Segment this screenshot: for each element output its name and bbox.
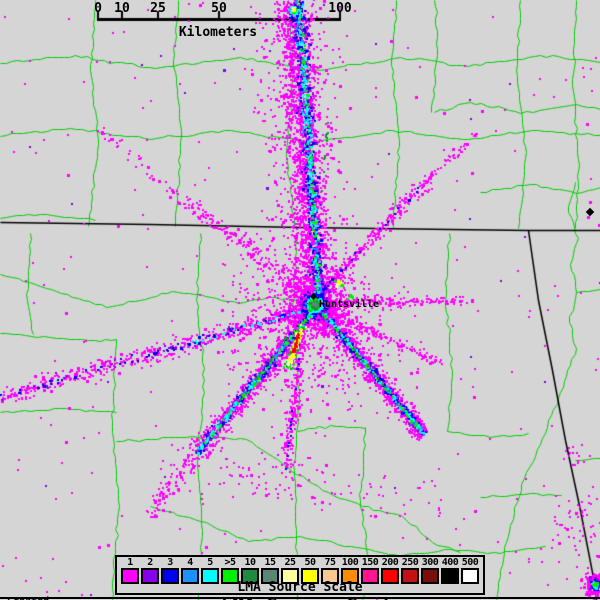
- legend-entry-label: 15: [264, 557, 276, 568]
- bottom-frame-line: [0, 597, 600, 599]
- legend-entry-label: 3: [167, 557, 173, 568]
- legend-entry: >5: [220, 557, 240, 584]
- clipped-bottom-legend-text: LMA Source Scale: [221, 595, 404, 600]
- legend-entry-label: 400: [441, 557, 459, 568]
- legend-entry-label: 250: [401, 557, 419, 568]
- legend-entry: 75: [320, 557, 340, 584]
- legend-color-swatch: [401, 568, 419, 584]
- legend-entry-label: 25: [284, 557, 296, 568]
- legend-entry-label: 150: [361, 557, 379, 568]
- city-label: Huntsville: [319, 299, 380, 310]
- legend-entry-label: 50: [304, 557, 316, 568]
- legend-color-swatch: [181, 568, 199, 584]
- legend-entry: 1: [120, 557, 140, 584]
- legend-entry-label: >5: [224, 557, 236, 568]
- legend-entry: 4: [180, 557, 200, 584]
- legend-color-swatch: [141, 568, 159, 584]
- legend-entry: 400: [440, 557, 460, 584]
- legend-entry-label: 200: [381, 557, 399, 568]
- legend-entry: 5: [200, 557, 220, 584]
- legend-color-swatch: [161, 568, 179, 584]
- legend-entry: 25: [280, 557, 300, 584]
- legend-entry-label: 10: [244, 557, 256, 568]
- legend-entry: 3: [160, 557, 180, 584]
- legend-color-swatch: [461, 568, 479, 584]
- legend-color-swatch: [361, 568, 379, 584]
- legend-color-swatch: [381, 568, 399, 584]
- legend-entry-label: 300: [421, 557, 439, 568]
- lma-source-scale-legend: 1 2 3 4 5 >5 10 15 25 50 75 100 150 200 250 300 400 500 L…: [115, 555, 485, 595]
- legend-entry-label: 4: [187, 557, 193, 568]
- legend-color-swatch: [201, 568, 219, 584]
- legend-color-swatch: [441, 568, 459, 584]
- legend-color-swatch: [261, 568, 279, 584]
- legend-color-swatch: [321, 568, 339, 584]
- legend-entry: 200: [380, 557, 400, 584]
- legend-entry: 50: [300, 557, 320, 584]
- legend-color-swatch: [301, 568, 319, 584]
- legend-title: LMA Source Scale: [237, 580, 363, 595]
- legend-entry: 250: [400, 557, 420, 584]
- legend-color-swatch: [241, 568, 259, 584]
- legend-entry-label: 2: [147, 557, 153, 568]
- legend-entry: 500: [460, 557, 480, 584]
- legend-entry-label: 500: [461, 557, 479, 568]
- legend-color-swatch: [421, 568, 439, 584]
- legend-color-swatch: [341, 568, 359, 584]
- legend-color-swatch: [221, 568, 239, 584]
- legend-entry: 2: [140, 557, 160, 584]
- legend-entry-label: 75: [324, 557, 336, 568]
- legend-entries: 1 2 3 4 5 >5 10 15 25 50 75 100 150 200 250 300 400 500: [120, 557, 480, 584]
- legend-color-swatch: [281, 568, 299, 584]
- clipped-bottom-legend-title: LMA Source Scale: [221, 595, 433, 600]
- legend-entry-label: 5: [207, 557, 213, 568]
- legend-entry-label: 100: [341, 557, 359, 568]
- legend-entry: 15: [260, 557, 280, 584]
- legend-entry-label: 1: [127, 557, 133, 568]
- legend-entry: 150: [360, 557, 380, 584]
- legend-entry: 100: [340, 557, 360, 584]
- legend-entry: 300: [420, 557, 440, 584]
- legend-entry: 10: [240, 557, 260, 584]
- legend-color-swatch: [121, 568, 139, 584]
